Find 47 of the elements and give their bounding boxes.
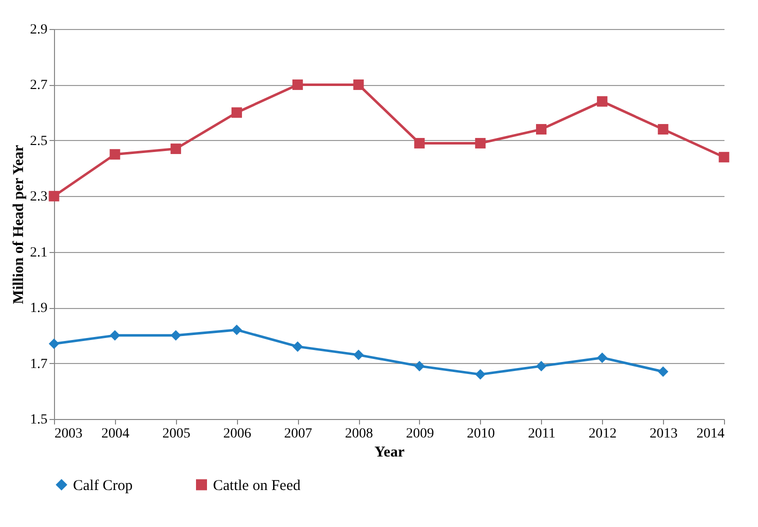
point [353, 350, 364, 360]
point [718, 152, 730, 162]
point [596, 96, 608, 107]
point [475, 138, 486, 148]
y-tick-label: 2.5 [30, 134, 48, 149]
point [170, 330, 182, 341]
x-axis-title: Year [374, 444, 405, 460]
point [110, 330, 120, 341]
x-tick-label: 2003 [54, 426, 82, 442]
x-tick-label: 2006 [223, 426, 252, 442]
x-tick-label: 2009 [406, 426, 434, 442]
y-tick-label: 1.9 [30, 301, 48, 316]
point [536, 124, 547, 135]
x-tick-label: 2014 [696, 426, 724, 442]
point [596, 352, 608, 363]
point [48, 338, 60, 350]
x-tick-label: 2011 [528, 426, 556, 442]
x-tick-label: 2008 [345, 426, 374, 442]
point [414, 138, 425, 148]
x-tick-label: 2007 [284, 426, 312, 442]
point [48, 190, 60, 202]
point [231, 324, 242, 336]
point [292, 79, 303, 90]
x-tick-label: 2005 [162, 426, 190, 442]
x-tick-label: 2013 [650, 426, 678, 442]
x-tick-label: 2012 [588, 426, 617, 442]
point [110, 149, 120, 160]
point [414, 360, 425, 372]
y-tick-label: 2.9 [30, 22, 48, 38]
x-tick-label: 2004 [101, 426, 130, 442]
y-axis-title: Million of Head per Year [11, 144, 27, 304]
point [658, 124, 668, 135]
point [536, 360, 547, 372]
y-tick-label: 2.1 [30, 245, 48, 260]
legend-label: Calf Crop [73, 478, 133, 494]
point [353, 79, 364, 90]
point [658, 366, 668, 377]
point [475, 369, 486, 380]
point [292, 341, 303, 352]
point [170, 144, 182, 154]
y-tick-label: 1.5 [30, 412, 48, 428]
y-tick-label: 1.7 [30, 356, 48, 372]
y-tick-label: 2.7 [30, 78, 48, 94]
y-tick-label: 2.3 [30, 190, 48, 205]
point [231, 107, 242, 118]
legend-label: Cattle on Feed [213, 478, 301, 494]
x-tick-label: 2010 [466, 426, 495, 442]
